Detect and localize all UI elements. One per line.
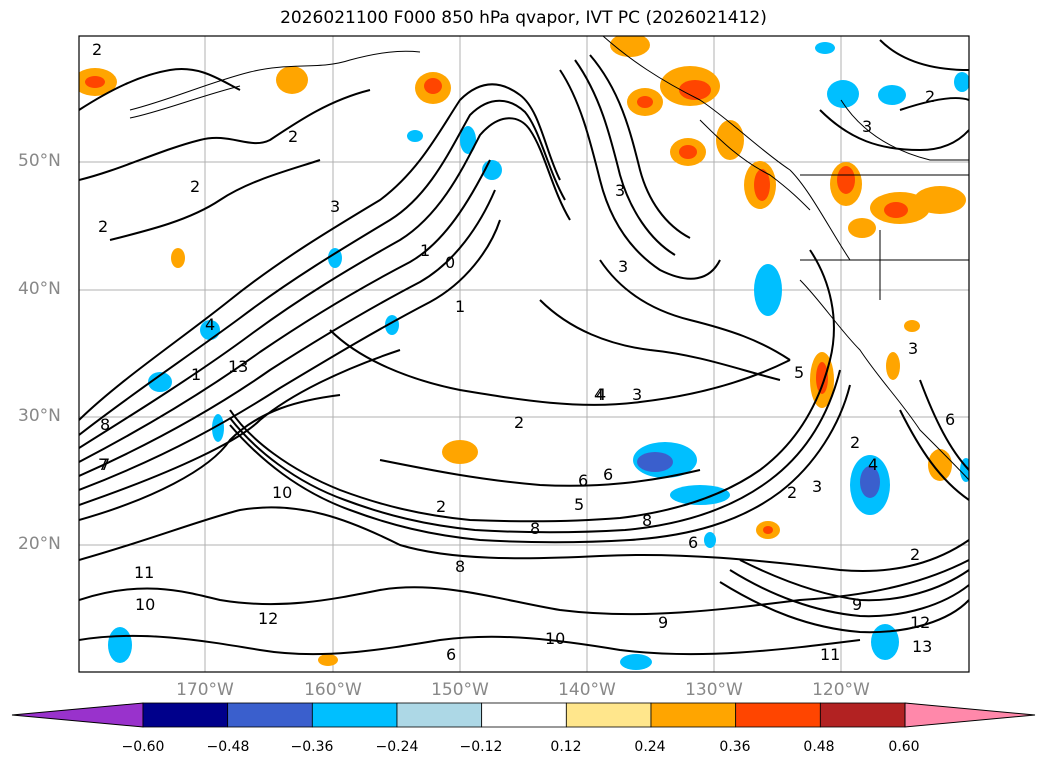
contour-label: 13 [912,637,932,656]
contour-label: 10 [135,595,155,614]
contour-label: 3 [908,339,918,358]
contour-label: 11 [820,645,840,664]
colorbar-tick: 0.12 [550,739,582,755]
contour-label: 2 [850,433,860,452]
contour-label: 3 [632,385,642,404]
contour-label: 4 [868,455,878,474]
contour-label: 2 [910,545,920,564]
contour-label: 3 [615,181,625,200]
contour-label: 2 [288,127,298,146]
contour-label: 1 [455,297,465,316]
positive-shading [79,36,966,666]
contour-label: 2 [925,87,935,106]
graticule [79,36,969,672]
lat-label-50n: 50°N [18,151,61,171]
lon-label-130w: 130°W [685,680,743,700]
map-frame [78,35,970,673]
contour-label: 2 [436,497,446,516]
lon-label-170w: 170°W [176,680,234,700]
contour-label: 3 [330,197,340,216]
lon-label-140w: 140°W [558,680,616,700]
map-title: 2026021100 F000 850 hPa qvapor, IVT PC (… [280,8,767,28]
contour-label: 9 [658,613,668,632]
contour-label: 2 [514,413,524,432]
contour-label: 2 [92,40,102,59]
contour-label: 3 [618,257,628,276]
contour-label: 10 [272,483,292,502]
contour-label: 3 [862,117,872,136]
lat-label-20n: 20°N [18,534,61,554]
colorbar-tick: −0.24 [375,739,419,755]
contour-label: 8 [100,415,110,434]
lat-label-40n: 40°N [18,279,61,299]
contour-label: 3 [812,477,822,496]
colorbar-tick: −0.12 [459,739,503,755]
contour-label: 10 [545,629,565,648]
contour-label: 12 [910,613,930,632]
colorbar-tick: 0.48 [803,739,835,755]
contour-label: 0 [445,253,455,272]
contour-label: 4 [594,385,604,404]
lat-label-30n: 30°N [18,406,61,426]
colorbar-box [565,702,652,728]
contour-label: 7 [98,455,108,474]
contour-label: 5 [794,363,804,382]
contour-label: 6 [603,465,613,484]
colorbar-tick: 0.24 [634,739,666,755]
colorbar-box [396,702,483,728]
colorbar-box [311,702,398,728]
lon-label-160w: 160°W [304,680,362,700]
colorbar-box [142,702,229,728]
contour-label: 8 [530,519,540,538]
coastlines [129,36,969,481]
contour-label: 1 [420,241,430,260]
map-frame-bg [79,36,969,672]
colorbar [11,702,1036,728]
contour-label: 8 [455,557,465,576]
contour-label: 1 [191,365,201,384]
colorbar-box [735,702,821,728]
contour-label: 4 [596,385,606,404]
contour-label: 5 [574,495,584,514]
colorbar-tick: 0.60 [888,739,920,755]
contour-label: 6 [945,410,955,429]
colorbar-tick: −0.48 [206,739,250,755]
contour-label: 6 [446,645,456,664]
contour-label: 11 [134,563,154,582]
colorbar-box [650,702,737,728]
lon-label-120w: 120°W [812,680,870,700]
contour-label: 13 [228,357,248,376]
contour-label: 7 [100,455,110,474]
colorbar-box [819,702,906,728]
colorbar-tick: −0.36 [290,739,334,755]
contour-label: 2 [98,217,108,236]
contour-label: 4 [205,315,215,334]
colorbar-tick: 0.36 [719,739,751,755]
colorbar-box [481,702,567,728]
contour-label: 9 [852,595,862,614]
contour-label: 2 [190,177,200,196]
contour-label: 12 [258,609,278,628]
negative-shading [108,42,969,670]
contour-label: 6 [688,533,698,552]
contour-label: 2 [787,483,797,502]
contour-label: 6 [578,471,588,490]
colorbar-tick: −0.60 [121,739,165,755]
colorbar-box [227,702,313,728]
ivt-contours [79,39,969,656]
contour-label: 8 [642,511,652,530]
contour-label-group: 2222233344101681011768910131223542322689… [92,40,955,664]
lon-label-150w: 150°W [431,680,489,700]
